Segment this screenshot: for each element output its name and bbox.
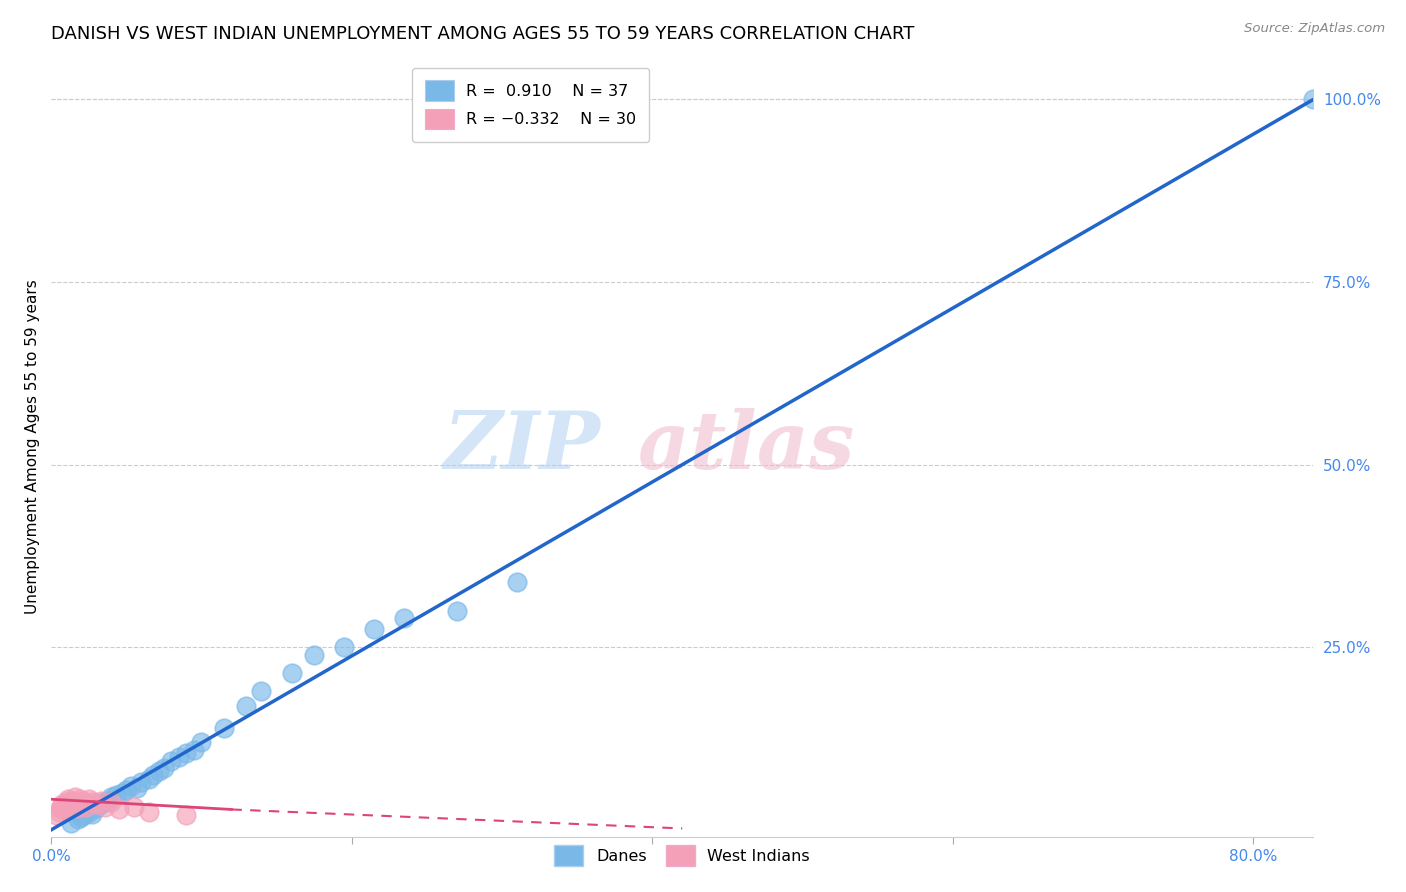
Point (250, 684, 273, 698)
Point (67, 801, 90, 815)
Point (100, 795, 122, 809)
Point (280, 665, 302, 680)
Point (59, 815, 82, 830)
Point (84, 801, 107, 815)
Point (48, 805, 70, 819)
Point (70, 810, 93, 824)
Point (93, 795, 115, 809)
Point (100, 790, 122, 805)
Point (90, 797, 112, 812)
Point (62, 799, 84, 814)
Point (80, 806, 103, 821)
Text: DANISH VS WEST INDIAN UNEMPLOYMENT AMONG AGES 55 TO 59 YEARS CORRELATION CHART: DANISH VS WEST INDIAN UNEMPLOYMENT AMONG… (51, 25, 914, 43)
Point (446, 604, 468, 618)
Point (1302, 93, 1324, 107)
Point (94, 799, 117, 814)
Text: ZIP: ZIP (443, 408, 600, 485)
Point (58, 797, 80, 812)
Point (63, 790, 86, 805)
Point (75, 799, 97, 814)
Point (363, 622, 385, 636)
Point (167, 750, 190, 764)
Point (302, 648, 325, 662)
Point (70, 797, 93, 812)
Legend: Danes, West Indians: Danes, West Indians (548, 838, 817, 872)
Point (104, 788, 127, 802)
Point (67, 812, 90, 826)
Y-axis label: Unemployment Among Ages 55 to 59 years: Unemployment Among Ages 55 to 59 years (25, 279, 39, 614)
Point (53, 799, 76, 814)
Point (52, 802, 75, 816)
Point (77, 805, 100, 819)
Point (111, 786, 134, 800)
Point (69, 792, 91, 806)
Point (73, 808, 96, 822)
Point (107, 802, 129, 816)
Point (66, 795, 89, 809)
Point (148, 764, 170, 779)
Point (77, 792, 100, 806)
Point (56, 792, 79, 806)
Text: Source: ZipAtlas.com: Source: ZipAtlas.com (1244, 22, 1385, 36)
Point (153, 761, 176, 775)
Point (183, 742, 205, 756)
Point (190, 735, 212, 749)
Point (235, 698, 257, 713)
Point (80, 795, 103, 809)
Point (115, 782, 138, 797)
Point (176, 808, 198, 822)
Point (176, 746, 198, 760)
Point (72, 794, 94, 808)
Point (138, 772, 160, 786)
Point (49, 801, 72, 815)
Point (120, 779, 142, 793)
Point (333, 640, 356, 655)
Text: atlas: atlas (638, 408, 855, 485)
Point (125, 780, 148, 795)
Point (55, 795, 77, 809)
Point (59, 794, 82, 808)
Point (129, 775, 152, 789)
Point (212, 721, 235, 735)
Point (392, 611, 415, 625)
Point (138, 805, 160, 819)
Point (73, 795, 96, 809)
Point (60, 795, 83, 809)
Point (506, 574, 529, 589)
Point (84, 797, 107, 812)
Point (122, 799, 145, 814)
Point (51, 797, 73, 812)
Point (45, 808, 67, 822)
Point (90, 794, 112, 808)
Point (160, 754, 183, 768)
Point (142, 768, 165, 782)
Point (97, 794, 120, 808)
